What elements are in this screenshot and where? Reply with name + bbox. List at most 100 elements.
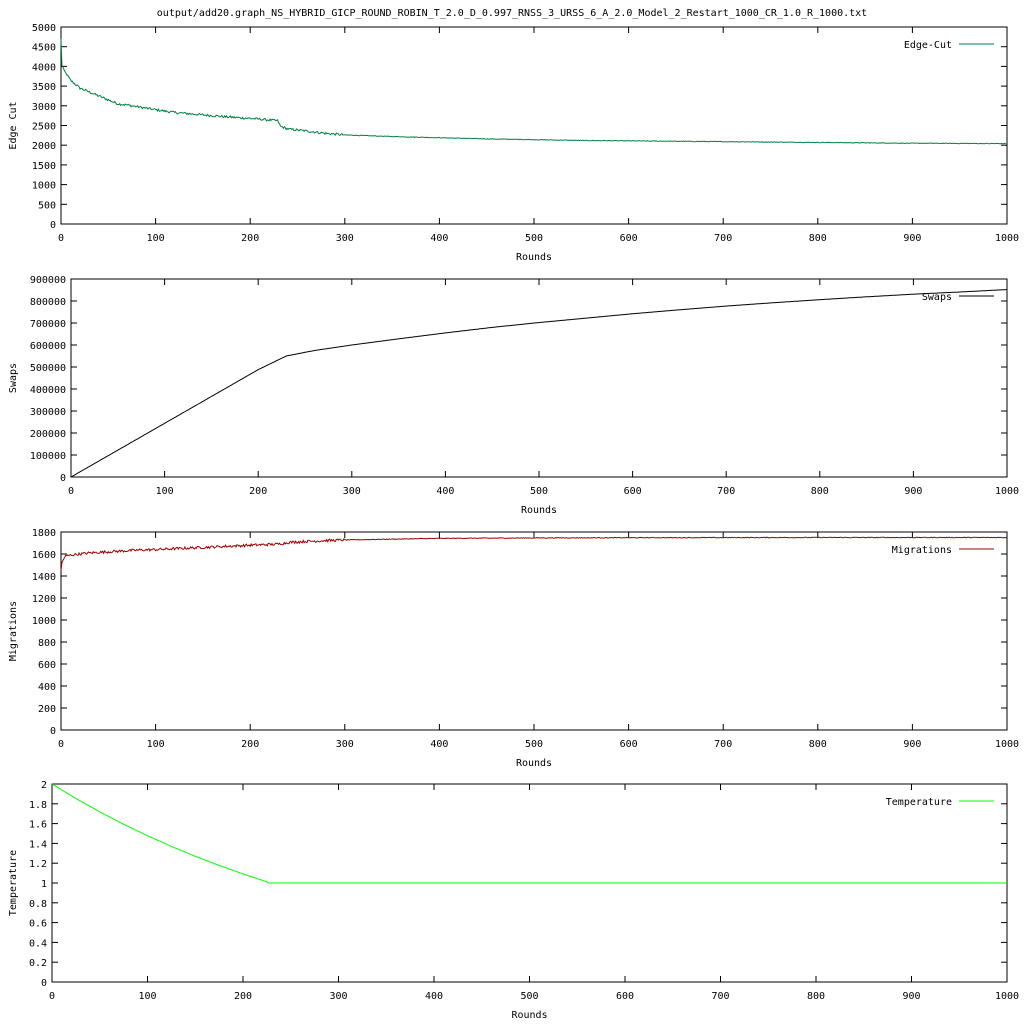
y-tick-label: 0 <box>50 220 56 231</box>
y-tick-label: 100000 <box>30 451 66 462</box>
x-tick-label: 300 <box>336 739 354 750</box>
y-axis-label: Edge Cut <box>8 101 19 149</box>
y-tick-label: 2500 <box>32 122 56 133</box>
x-tick-label: 500 <box>530 486 548 497</box>
y-tick-label: 1400 <box>32 572 56 583</box>
y-tick-label: 3000 <box>32 102 56 113</box>
y-tick-label: 1200 <box>32 594 56 605</box>
x-tick-label: 200 <box>241 233 259 244</box>
legend-label: Edge-Cut <box>904 40 952 51</box>
x-axis-label: Rounds <box>516 252 552 263</box>
y-tick-label: 2 <box>41 780 47 791</box>
series-line-swaps <box>70 289 1007 478</box>
x-tick-label: 200 <box>241 739 259 750</box>
x-tick-label: 400 <box>430 233 448 244</box>
x-tick-label: 700 <box>711 991 729 1002</box>
y-tick-label: 1 <box>41 879 47 890</box>
x-tick-label: 800 <box>809 233 827 244</box>
y-tick-label: 200000 <box>30 429 66 440</box>
y-tick-label: 1000 <box>32 616 56 627</box>
figure-title: output/add20.graph_NS_HYBRID_GICP_ROUND_… <box>157 8 867 19</box>
x-tick-label: 500 <box>520 991 538 1002</box>
x-tick-label: 300 <box>343 486 361 497</box>
y-tick-label: 600000 <box>30 341 66 352</box>
x-tick-label: 100 <box>156 486 174 497</box>
x-tick-label: 600 <box>620 233 638 244</box>
x-tick-label: 200 <box>249 486 267 497</box>
y-tick-label: 4000 <box>32 62 56 73</box>
y-axis-label: Migrations <box>8 601 19 661</box>
y-tick-label: 800000 <box>30 297 66 308</box>
y-tick-label: 1600 <box>32 550 56 561</box>
y-tick-label: 600 <box>38 660 56 671</box>
x-tick-label: 100 <box>147 739 165 750</box>
chart-panel-3: 0 200 400 600 800 1000 1200 1400 1600 1800 0 100 200… <box>8 528 1019 769</box>
x-tick-label: 800 <box>809 739 827 750</box>
y-tick-label: 5000 <box>32 23 56 34</box>
x-tick-label: 100 <box>147 233 165 244</box>
y-axis-label: Temperature <box>8 850 19 916</box>
x-tick-label: 600 <box>620 739 638 750</box>
y-tick-label: 0.6 <box>29 919 47 930</box>
series-line-temperature <box>51 783 1007 884</box>
x-tick-label: 900 <box>904 486 922 497</box>
y-tick-label: 1.4 <box>29 839 47 850</box>
y-tick-label: 0.8 <box>29 899 47 910</box>
x-tick-label: 800 <box>811 486 829 497</box>
y-tick-label: 1.8 <box>29 800 47 811</box>
y-tick-label: 3500 <box>32 82 56 93</box>
x-tick-label: 900 <box>902 991 920 1002</box>
x-tick-label: 700 <box>714 233 732 244</box>
y-tick-label: 500000 <box>30 363 66 374</box>
legend-label: Swaps <box>922 292 952 303</box>
y-tick-label: 1.6 <box>29 820 47 831</box>
y-tick-label: 1800 <box>32 528 56 539</box>
x-axis-label: Rounds <box>516 758 552 769</box>
y-tick-label: 400 <box>38 682 56 693</box>
series-line-migrations <box>60 536 1008 571</box>
chart-panel-1: 0500100015002000250030003500400045005000… <box>8 23 1019 263</box>
y-tick-label: 0.4 <box>29 938 47 949</box>
x-tick-label: 900 <box>903 233 921 244</box>
x-tick-label: 1000 <box>995 233 1019 244</box>
x-tick-label: 1000 <box>995 739 1019 750</box>
x-tick-label: 200 <box>234 991 252 1002</box>
y-tick-label: 1.2 <box>29 859 47 870</box>
chart-panel-2: 0 100000 200000 300000 400000 500000 600000 700… <box>8 275 1019 516</box>
y-tick-label: 0 <box>41 978 47 989</box>
x-axis-label: Rounds <box>511 1010 547 1021</box>
chart-panel-4: 0 0.2 0.4 0.6 0.8 1 1.2 1.4 1.6 1.8 2 0 100 200 300 400… <box>8 780 1019 1021</box>
y-tick-label: 200 <box>38 704 56 715</box>
y-tick-label: 500 <box>38 200 56 211</box>
x-tick-label: 300 <box>336 233 354 244</box>
x-tick-label: 0 <box>58 233 64 244</box>
y-tick-label: 900000 <box>30 275 66 286</box>
y-tick-label: 1500 <box>32 161 56 172</box>
y-tick-label: 4500 <box>32 43 56 54</box>
x-tick-label: 400 <box>425 991 443 1002</box>
y-tick-label: 800 <box>38 638 56 649</box>
x-tick-label: 700 <box>714 739 732 750</box>
x-tick-label: 300 <box>329 991 347 1002</box>
x-tick-label: 0 <box>68 486 74 497</box>
x-tick-label: 500 <box>525 739 543 750</box>
y-tick-label: 2000 <box>32 141 56 152</box>
y-tick-label: 0.2 <box>29 958 47 969</box>
y-tick-label: 0 <box>50 726 56 737</box>
x-tick-label: 1000 <box>995 991 1019 1002</box>
series-line-edge-cut <box>60 38 1008 145</box>
x-tick-label: 600 <box>624 486 642 497</box>
x-tick-label: 800 <box>807 991 825 1002</box>
x-tick-label: 400 <box>436 486 454 497</box>
x-tick-label: 0 <box>58 739 64 750</box>
legend-label: Temperature <box>886 797 952 808</box>
legend-label: Migrations <box>892 545 952 556</box>
x-tick-label: 900 <box>903 739 921 750</box>
y-tick-label: 700000 <box>30 319 66 330</box>
y-tick-label: 300000 <box>30 407 66 418</box>
y-axis-label: Swaps <box>8 363 19 393</box>
y-tick-label: 1000 <box>32 181 56 192</box>
x-tick-label: 400 <box>430 739 448 750</box>
y-tick-label: 400000 <box>30 385 66 396</box>
